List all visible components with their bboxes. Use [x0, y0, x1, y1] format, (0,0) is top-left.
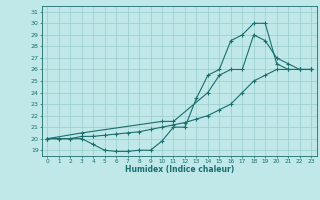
X-axis label: Humidex (Indice chaleur): Humidex (Indice chaleur): [124, 165, 234, 174]
